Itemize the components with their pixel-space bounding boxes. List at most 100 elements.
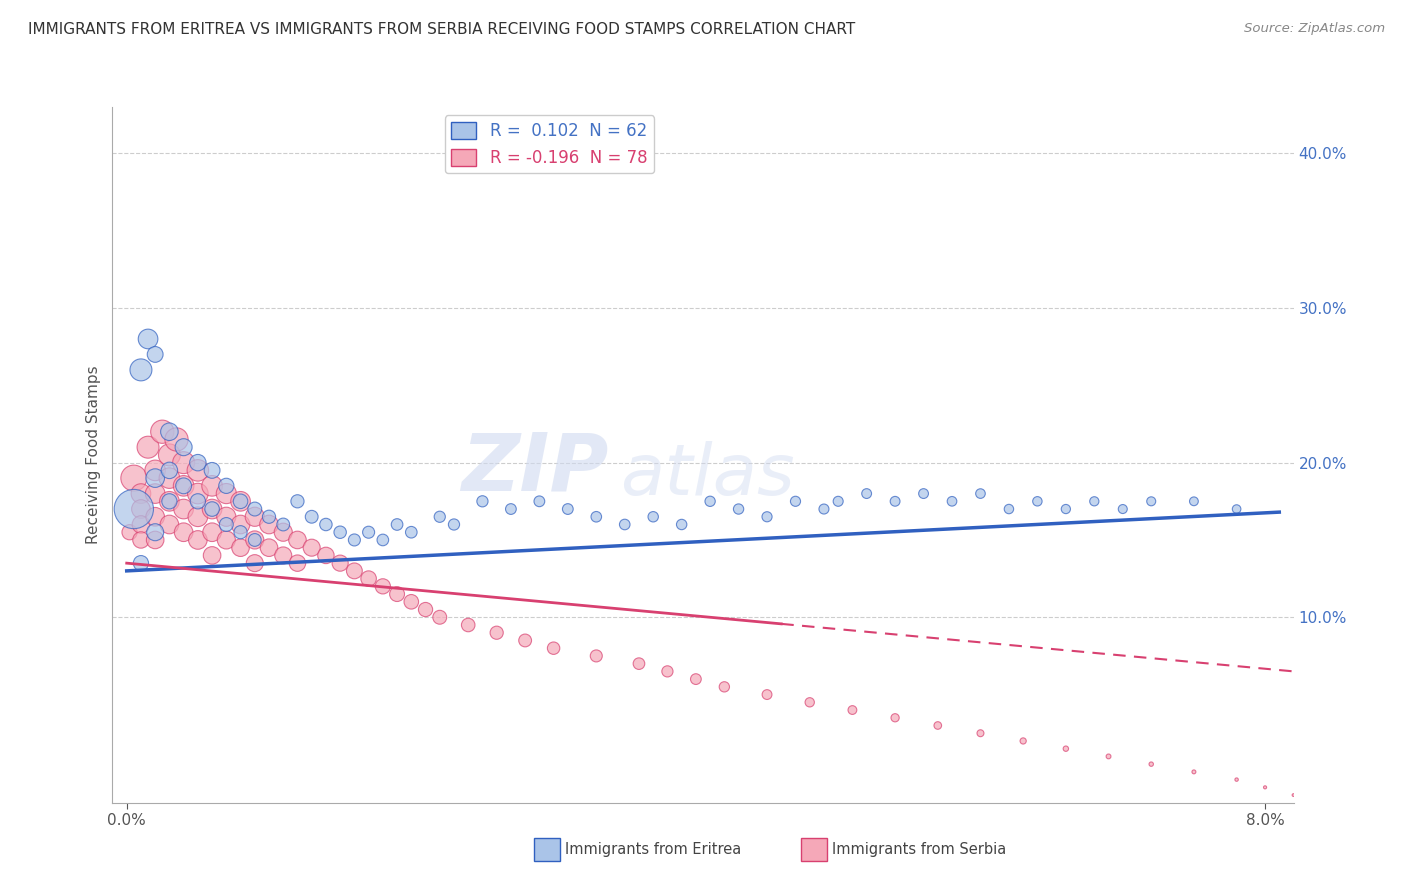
Point bbox=[215, 517, 238, 532]
Point bbox=[150, 425, 173, 439]
Point bbox=[157, 471, 180, 485]
Point bbox=[998, 502, 1021, 516]
Point bbox=[1182, 494, 1205, 508]
Point bbox=[187, 533, 209, 547]
Point bbox=[187, 494, 209, 508]
Point bbox=[166, 433, 188, 447]
Point bbox=[756, 509, 779, 524]
Point bbox=[1097, 749, 1119, 764]
Point bbox=[585, 648, 607, 663]
Point bbox=[243, 556, 266, 570]
Text: Source: ZipAtlas.com: Source: ZipAtlas.com bbox=[1244, 22, 1385, 36]
Point bbox=[813, 502, 835, 516]
Point bbox=[201, 479, 224, 493]
Point bbox=[1140, 494, 1163, 508]
Point bbox=[1026, 494, 1049, 508]
Point bbox=[229, 494, 252, 508]
Point bbox=[401, 525, 423, 540]
Point bbox=[329, 525, 352, 540]
Point bbox=[827, 494, 849, 508]
Point bbox=[187, 463, 209, 477]
Point bbox=[685, 672, 707, 686]
Point bbox=[187, 456, 209, 470]
Point bbox=[129, 486, 152, 500]
Point bbox=[756, 688, 779, 702]
Point bbox=[201, 502, 224, 516]
Point bbox=[271, 517, 294, 532]
Point bbox=[443, 517, 465, 532]
Point bbox=[315, 517, 337, 532]
Point bbox=[557, 502, 579, 516]
Point bbox=[471, 494, 494, 508]
Point bbox=[627, 657, 650, 671]
Point bbox=[201, 525, 224, 540]
Point bbox=[243, 533, 266, 547]
Point bbox=[157, 494, 180, 508]
Point bbox=[969, 486, 991, 500]
Point bbox=[1054, 502, 1077, 516]
Text: Immigrants from Eritrea: Immigrants from Eritrea bbox=[565, 842, 741, 856]
Point bbox=[257, 509, 280, 524]
Point bbox=[129, 556, 152, 570]
Point bbox=[243, 509, 266, 524]
Point bbox=[1324, 796, 1347, 810]
Point bbox=[215, 533, 238, 547]
Point bbox=[129, 517, 152, 532]
Point bbox=[129, 363, 152, 377]
Point bbox=[1182, 764, 1205, 779]
Text: ZIP: ZIP bbox=[461, 430, 609, 508]
Point bbox=[969, 726, 991, 740]
Point bbox=[1012, 734, 1035, 748]
Point bbox=[912, 486, 935, 500]
Point bbox=[499, 502, 522, 516]
Point bbox=[157, 425, 180, 439]
Point bbox=[855, 486, 877, 500]
Point bbox=[136, 440, 159, 454]
Point bbox=[799, 695, 821, 709]
Point bbox=[329, 556, 352, 570]
Point bbox=[301, 541, 323, 555]
Point bbox=[699, 494, 721, 508]
Point bbox=[229, 494, 252, 508]
Point bbox=[201, 463, 224, 477]
Point bbox=[727, 502, 749, 516]
Point bbox=[357, 525, 380, 540]
Point bbox=[229, 525, 252, 540]
Point bbox=[143, 509, 166, 524]
Point bbox=[257, 517, 280, 532]
Point bbox=[143, 463, 166, 477]
Point bbox=[173, 440, 195, 454]
Point bbox=[585, 509, 607, 524]
Legend: R =  0.102  N = 62, R = -0.196  N = 78: R = 0.102 N = 62, R = -0.196 N = 78 bbox=[444, 115, 654, 173]
Point bbox=[157, 494, 180, 508]
Point bbox=[1112, 502, 1135, 516]
Point bbox=[173, 479, 195, 493]
Point bbox=[385, 587, 408, 601]
Point bbox=[415, 602, 437, 616]
Point bbox=[257, 541, 280, 555]
Point bbox=[343, 564, 366, 578]
Point bbox=[1083, 494, 1105, 508]
Point bbox=[136, 332, 159, 346]
Y-axis label: Receiving Food Stamps: Receiving Food Stamps bbox=[86, 366, 101, 544]
Point bbox=[657, 665, 679, 679]
Text: IMMIGRANTS FROM ERITREA VS IMMIGRANTS FROM SERBIA RECEIVING FOOD STAMPS CORRELAT: IMMIGRANTS FROM ERITREA VS IMMIGRANTS FR… bbox=[28, 22, 855, 37]
Point bbox=[1282, 788, 1305, 802]
Point bbox=[201, 502, 224, 516]
Point bbox=[129, 533, 152, 547]
Point bbox=[287, 494, 309, 508]
Point bbox=[385, 517, 408, 532]
Point bbox=[157, 517, 180, 532]
Point bbox=[215, 509, 238, 524]
Point bbox=[713, 680, 735, 694]
Point bbox=[613, 517, 636, 532]
Point bbox=[229, 541, 252, 555]
Point bbox=[884, 711, 907, 725]
Point bbox=[785, 494, 807, 508]
Point bbox=[173, 479, 195, 493]
Point bbox=[543, 641, 565, 656]
Point bbox=[643, 509, 665, 524]
Point bbox=[371, 533, 394, 547]
Point bbox=[401, 595, 423, 609]
Point bbox=[157, 463, 180, 477]
